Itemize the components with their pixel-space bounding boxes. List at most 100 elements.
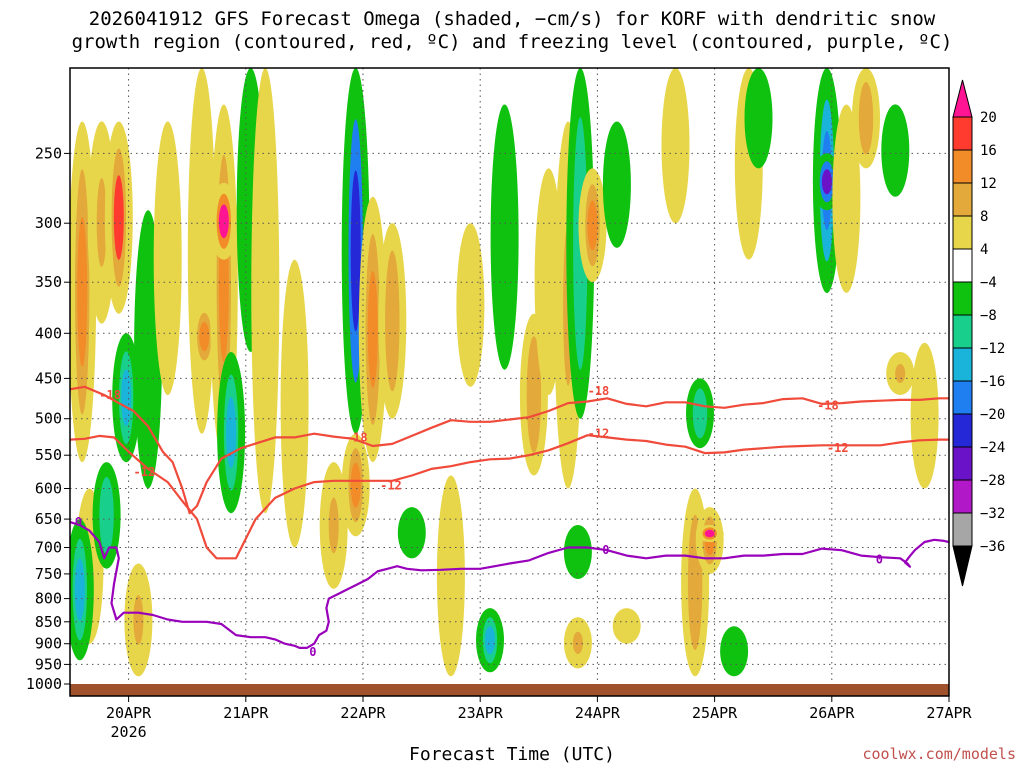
contour-freezing-level-0 — [70, 521, 949, 650]
omega-cell-8-1 — [140, 249, 156, 450]
omega-cell-49-1 — [888, 117, 903, 184]
y-tick-label-500: 500 — [35, 410, 62, 428]
omega-cell-16-1 — [258, 130, 273, 451]
colorbar-swatch-2 — [952, 149, 973, 184]
omega-cell-0-2 — [77, 216, 88, 367]
y-tick-label-850: 850 — [35, 613, 62, 631]
y-tick-label-700: 700 — [35, 539, 62, 557]
x-tick-label-26APR: 26APR — [809, 704, 855, 722]
omega-cell-41-2 — [704, 529, 715, 538]
x-tick-label-24APR: 24APR — [575, 704, 621, 722]
omega-cell-32-2 — [587, 200, 598, 251]
y-tick-label-600: 600 — [35, 480, 62, 498]
omega-cell-17-1 — [287, 300, 302, 508]
omega-cell-6-2 — [121, 369, 132, 427]
contour-label-freezing-level-0-3: 0 — [876, 552, 883, 566]
colorbar-label-6: −8 — [980, 308, 997, 324]
y-tick-label-550: 550 — [35, 446, 62, 464]
omega-cell-37-1 — [668, 89, 683, 202]
omega-cell-4-2 — [101, 491, 112, 539]
colorbar-label-7: −12 — [980, 341, 1005, 357]
omega-cell-25-1 — [463, 246, 478, 364]
colorbar-swatch-3 — [952, 182, 973, 217]
colorbar-swatch-1 — [952, 116, 973, 151]
colorbar-label-2: 12 — [980, 176, 997, 192]
colorbar-swatch-9 — [952, 380, 973, 415]
x-tick-label-27APR: 27APR — [926, 704, 972, 722]
y-tick-label-400: 400 — [35, 324, 62, 342]
gridlines — [70, 68, 949, 684]
omega-cell-28-1 — [526, 336, 542, 453]
y-tick-label-800: 800 — [35, 590, 62, 608]
y-tick-label-350: 350 — [35, 273, 62, 291]
plot-frame — [69, 67, 950, 697]
x-tick-label-23APR: 23APR — [458, 704, 504, 722]
omega-cell-21-2 — [367, 271, 378, 388]
omega-cell-14-2 — [226, 397, 237, 469]
omega-cell-20-2 — [350, 462, 361, 508]
omega-cell-33-1 — [570, 532, 586, 572]
colorbar-swatch-13 — [952, 512, 973, 547]
contour-label-dgz-minus-12-1: -12 — [380, 478, 402, 492]
colorbar-label-8: −16 — [980, 374, 1005, 390]
credit-link[interactable]: coolwx.com/models — [862, 745, 1016, 763]
temperature-contours — [70, 385, 949, 650]
chart-title-line2: growth region (contoured, red, ºC) and f… — [71, 31, 953, 53]
y-axis-ticks: 250 300 350 400 450 500 550 600 650 700 750 800 850 9… — [26, 144, 70, 693]
omega-cell-3-2 — [74, 558, 85, 621]
colorbar-label-13: −36 — [980, 539, 1005, 555]
colorbar-label-10: −24 — [980, 440, 1005, 456]
omega-cell-5-2 — [113, 175, 124, 260]
contour-dgz-minus-12 — [70, 434, 949, 560]
omega-cell-18-2 — [328, 497, 339, 554]
omega-cell-11-2 — [199, 322, 210, 352]
omega-cell-47-1 — [839, 130, 854, 267]
colorbar-swatch-7 — [952, 314, 973, 349]
omega-cell-46-2 — [821, 169, 832, 195]
x-tick-label-22APR: 22APR — [340, 704, 386, 722]
colorbar-swatch-10 — [952, 413, 973, 448]
omega-cell-48-1 — [858, 82, 874, 155]
colorbar-bottom-arrow — [952, 545, 973, 587]
omega-cell-26-2 — [485, 626, 495, 655]
contour-label-freezing-level-0-0: 0 — [75, 515, 82, 529]
colorbar-swatch-12 — [952, 479, 973, 514]
omega-cell-23-1 — [404, 514, 419, 552]
omega-cell-38-2 — [695, 397, 705, 429]
contour-label-freezing-level-0-2: 0 — [602, 543, 609, 557]
omega-cell-1-2 — [96, 178, 107, 267]
colorbar-label-3: 8 — [980, 209, 988, 225]
y-tick-label-900: 900 — [35, 635, 62, 653]
omega-cell-34-2 — [572, 631, 583, 654]
omega-cell-44-1 — [751, 82, 766, 155]
colorbar-swatch-6 — [952, 281, 973, 316]
colorbar-top-arrow — [952, 79, 973, 118]
colorbar-swatch-8 — [952, 347, 973, 382]
y-tick-label-300: 300 — [35, 214, 62, 232]
contour-label-dgz-minus-18-3: -18 — [817, 399, 839, 413]
contour-label-dgz-minus-18-0: -18 — [99, 388, 121, 402]
omega-cell-35-1 — [609, 139, 625, 231]
omega-cell-13-2 — [218, 204, 229, 239]
colorbar-swatch-5 — [952, 248, 973, 283]
contour-label-freezing-level-0-1: 0 — [309, 645, 316, 659]
y-tick-label-650: 650 — [35, 510, 62, 528]
omega-cell-27-1 — [497, 141, 512, 333]
y-tick-label-450: 450 — [35, 369, 62, 387]
contour-dgz-minus-18 — [70, 385, 949, 515]
y-tick-label-250: 250 — [35, 144, 62, 162]
colorbar-label-11: −28 — [980, 473, 1005, 489]
omega-cell-19-2 — [350, 170, 361, 332]
y-tick-label-950: 950 — [35, 655, 62, 673]
x-axis-label: Forecast Time (UTC) — [409, 744, 615, 765]
x-tick-label-25APR: 25APR — [692, 704, 738, 722]
contour-label-dgz-minus-12-2: -12 — [588, 427, 610, 441]
colorbar-label-4: 4 — [980, 242, 988, 258]
contour-label-dgz-minus-18-2: -18 — [588, 384, 610, 398]
contour-label-dgz-minus-18-1: -18 — [346, 430, 368, 444]
colorbar-label-5: −4 — [980, 275, 997, 291]
ground-terrain — [70, 684, 949, 696]
x-tick-year: 2026 — [111, 723, 147, 741]
